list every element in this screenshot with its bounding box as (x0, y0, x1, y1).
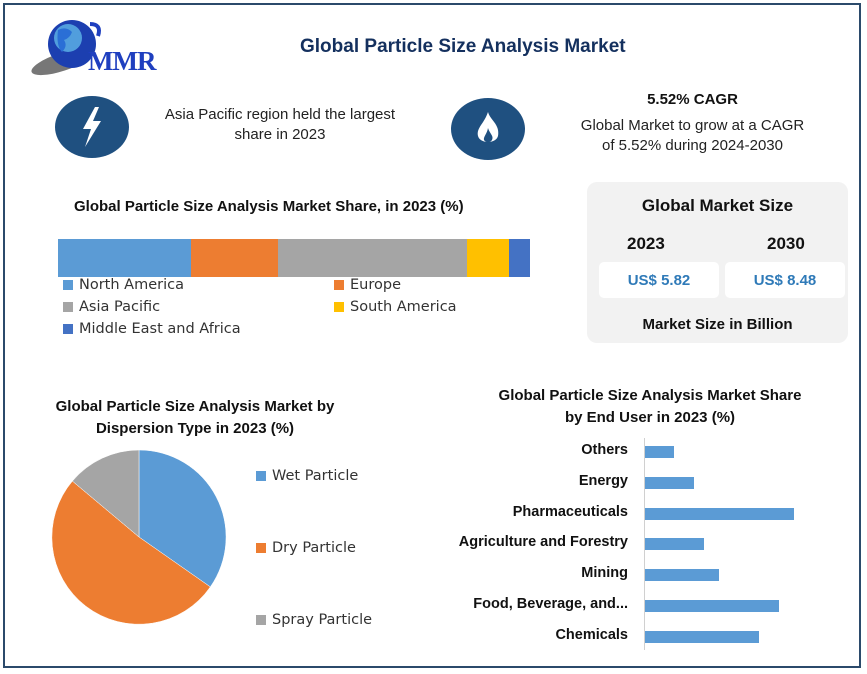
pie-slice-spray (72, 449, 140, 538)
cagr-heading: 5.52% CAGR (647, 91, 738, 108)
regional-chart-title: Global Particle Size Analysis Market Sha… (74, 198, 464, 215)
bar-row-mining: Mining (0, 565, 860, 587)
flame-icon (451, 98, 525, 160)
regional-stacked-bar (58, 239, 530, 277)
segment-europe (191, 239, 278, 277)
year-2023: 2023 (627, 234, 665, 253)
globe-icon (31, 20, 101, 76)
region-highlight-text: Asia Pacific region held the largest sha… (164, 106, 396, 143)
legend-asia-pacific: Asia Pacific (63, 299, 160, 315)
year-2030: 2030 (767, 234, 805, 253)
y-axis-line (644, 438, 645, 650)
market-size-footer: Market Size in Billion (642, 316, 793, 333)
legend-europe: Europe (334, 277, 401, 293)
pie-chart-title: Global Particle Size Analysis Market by … (55, 398, 335, 437)
pie-slice-dry (51, 480, 211, 625)
value-2030: US$ 8.48 (725, 262, 845, 298)
dispersion-pie-chart (51, 449, 227, 625)
legend-south-america: South America (334, 299, 457, 315)
legend-dry-particle: Dry Particle (256, 540, 356, 556)
bar-row-energy: Energy (0, 473, 860, 495)
lightning-icon (55, 96, 129, 158)
segment-mea (508, 239, 530, 277)
end-user-chart-title: Global Particle Size Analysis Market Sha… (498, 387, 802, 426)
page-title: Global Particle Size Analysis Market (300, 36, 626, 57)
pie-slice-wet (138, 449, 227, 588)
bar-row-pharmaceuticals: Pharmaceuticals (0, 504, 860, 526)
legend-north-america: North America (63, 277, 184, 293)
bar-row-chemicals: Chemicals (0, 627, 860, 649)
cagr-highlight: 5.52% CAGR Global Market to grow at a CA… (560, 90, 825, 156)
legend-mea: Middle East and Africa (63, 321, 241, 337)
bar-row-others: Others (0, 442, 860, 464)
segment-asia-pacific (277, 239, 467, 277)
legend-spray-particle: Spray Particle (256, 612, 372, 628)
mmr-logo: MMR (28, 16, 178, 82)
legend-wet-particle: Wet Particle (256, 468, 358, 484)
segment-north-america (58, 239, 192, 277)
segment-south-america (466, 239, 509, 277)
value-2023: US$ 5.82 (599, 262, 719, 298)
bar-row-food-beverage: Food, Beverage, and... (0, 596, 860, 618)
market-size-title: Global Market Size (641, 196, 794, 215)
bar-row-agriculture: Agriculture and Forestry (0, 534, 860, 556)
market-size-card: Global Market Size 2023 2030 US$ 5.82 US… (587, 182, 848, 343)
logo-text: MMR (88, 46, 156, 76)
